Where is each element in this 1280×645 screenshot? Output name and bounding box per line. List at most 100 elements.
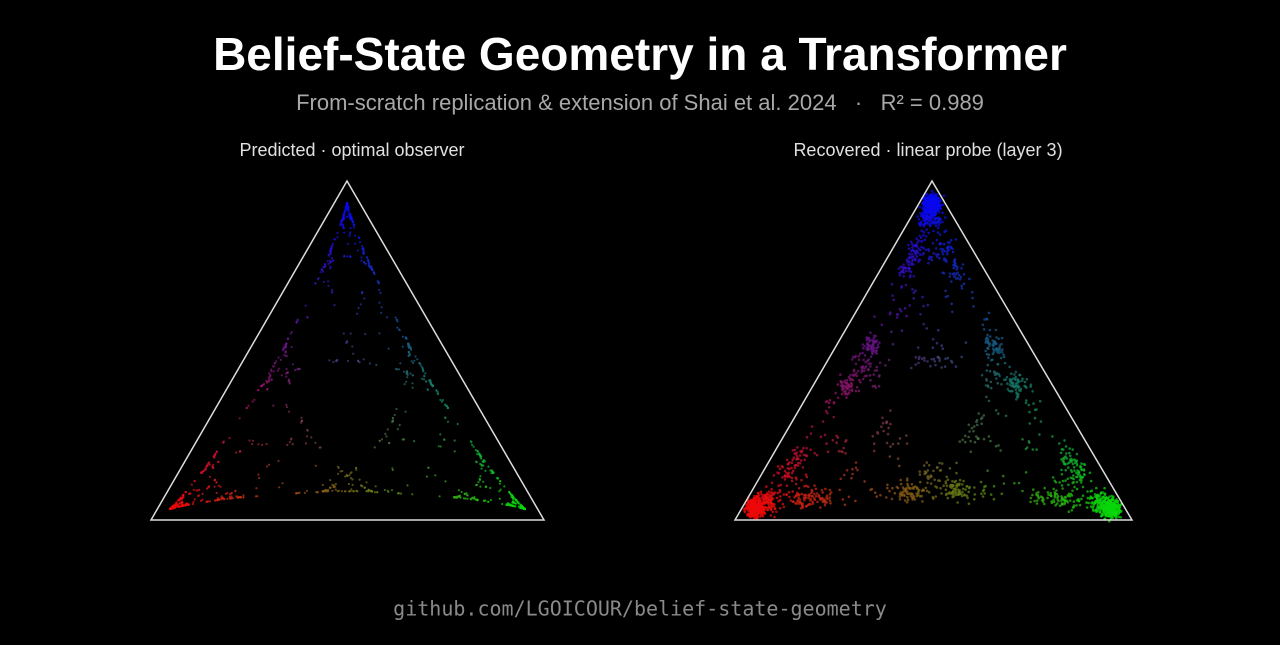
belief-point xyxy=(401,335,404,338)
belief-point xyxy=(1075,499,1079,502)
belief-point xyxy=(801,466,805,469)
belief-point xyxy=(336,231,339,234)
belief-point xyxy=(1083,473,1086,477)
belief-point xyxy=(1016,396,1019,399)
belief-point xyxy=(418,362,421,365)
belief-point xyxy=(944,289,947,293)
belief-point xyxy=(931,213,935,217)
belief-point xyxy=(1035,502,1039,505)
belief-point xyxy=(1067,492,1071,496)
belief-point xyxy=(306,316,309,319)
belief-point xyxy=(1064,479,1067,482)
belief-point xyxy=(219,485,222,488)
belief-point xyxy=(349,472,352,475)
belief-point xyxy=(499,488,502,491)
belief-point xyxy=(934,363,937,367)
belief-point xyxy=(510,504,513,507)
belief-point xyxy=(920,240,923,243)
belief-point xyxy=(213,478,217,481)
belief-point xyxy=(329,248,333,251)
belief-point xyxy=(801,504,804,508)
belief-point xyxy=(944,357,947,361)
belief-point xyxy=(934,495,938,498)
belief-point xyxy=(1085,501,1088,504)
belief-point xyxy=(987,353,991,357)
belief-point xyxy=(1002,355,1006,359)
belief-point xyxy=(969,450,973,454)
belief-point xyxy=(180,504,184,507)
belief-point xyxy=(490,472,493,475)
belief-point xyxy=(1046,491,1050,494)
belief-point xyxy=(479,475,482,478)
belief-point xyxy=(937,223,941,227)
belief-point xyxy=(906,498,910,502)
belief-point xyxy=(396,326,399,329)
belief-point xyxy=(968,485,971,489)
belief-point xyxy=(1071,458,1074,462)
belief-point xyxy=(828,398,832,402)
belief-point xyxy=(513,505,517,508)
belief-point xyxy=(832,415,835,419)
belief-point xyxy=(962,272,966,276)
belief-point xyxy=(399,362,402,365)
belief-point xyxy=(908,304,912,307)
belief-point xyxy=(871,435,875,438)
belief-point xyxy=(1072,466,1076,469)
belief-point xyxy=(958,440,962,443)
belief-point xyxy=(456,422,459,426)
belief-point xyxy=(910,482,914,486)
belief-point xyxy=(358,241,362,244)
belief-point xyxy=(800,478,803,482)
belief-point xyxy=(896,486,900,490)
belief-point xyxy=(411,361,415,365)
belief-point xyxy=(332,360,335,364)
title: Belief-State Geometry in a Transformer xyxy=(213,28,1067,80)
belief-point xyxy=(1009,372,1013,376)
belief-point xyxy=(229,496,232,499)
belief-point xyxy=(917,218,921,221)
belief-point xyxy=(911,288,914,291)
belief-point xyxy=(1055,489,1058,492)
belief-point xyxy=(1088,497,1092,500)
belief-point xyxy=(436,392,439,395)
belief-point xyxy=(1052,500,1056,504)
belief-point xyxy=(358,361,361,364)
belief-point xyxy=(854,362,858,366)
belief-point xyxy=(391,416,394,420)
belief-point xyxy=(293,369,297,372)
belief-point xyxy=(973,493,977,496)
belief-point xyxy=(982,437,986,441)
belief-point xyxy=(968,277,971,281)
belief-point xyxy=(1031,390,1034,393)
belief-point xyxy=(790,461,794,465)
belief-point xyxy=(355,468,358,471)
belief-point xyxy=(782,493,786,496)
belief-point xyxy=(908,266,911,270)
belief-point xyxy=(342,332,345,335)
belief-point xyxy=(922,246,925,250)
belief-point xyxy=(985,317,988,321)
panel-title: Recovered · linear probe (layer 3) xyxy=(793,140,1062,160)
belief-point xyxy=(898,273,902,277)
belief-point xyxy=(919,248,922,252)
belief-point xyxy=(355,466,358,469)
belief-point xyxy=(930,258,934,262)
belief-point xyxy=(406,376,409,379)
belief-point xyxy=(272,370,275,373)
belief-point xyxy=(928,223,932,227)
belief-point xyxy=(940,366,943,369)
belief-point xyxy=(1052,487,1055,491)
belief-point xyxy=(331,483,334,486)
belief-point xyxy=(205,465,208,468)
belief-point xyxy=(391,420,394,423)
belief-point xyxy=(1003,361,1007,365)
belief-point xyxy=(1032,488,1035,491)
belief-point xyxy=(333,238,336,241)
belief-point xyxy=(869,488,872,492)
belief-point xyxy=(347,212,350,215)
belief-point xyxy=(479,462,482,466)
belief-point xyxy=(257,473,260,476)
belief-point xyxy=(981,489,985,493)
belief-point xyxy=(1056,494,1060,498)
belief-point xyxy=(1013,481,1016,485)
